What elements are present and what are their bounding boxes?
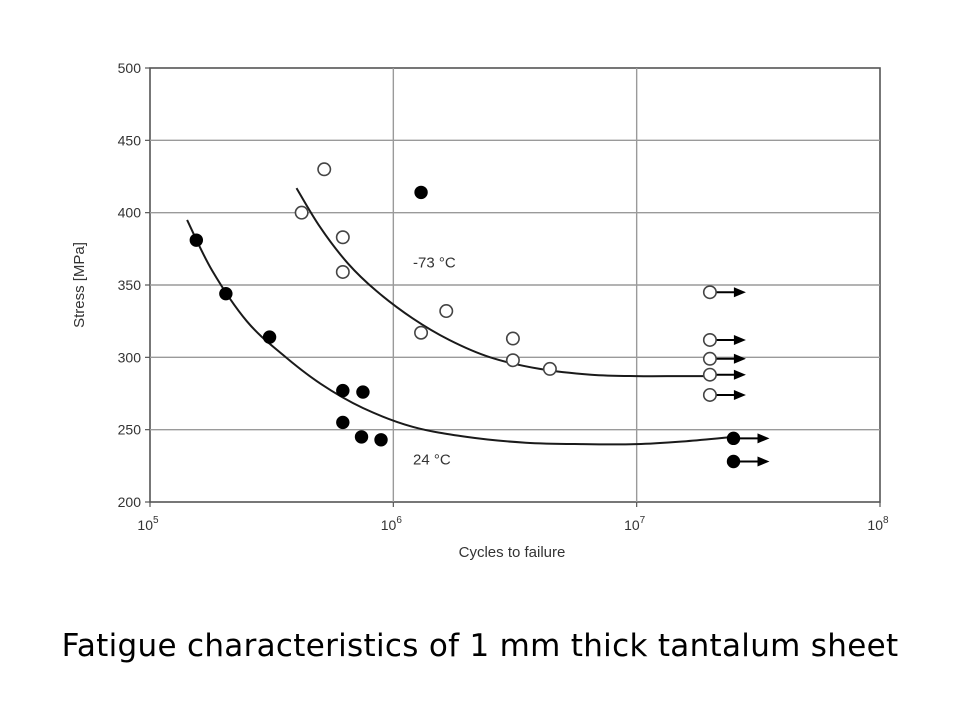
open-data-point — [317, 162, 332, 177]
runout-arrow-head — [733, 389, 746, 400]
y-tick-label: 250 — [118, 422, 142, 438]
runout-arrow-head — [733, 353, 746, 364]
runout-markers — [715, 287, 770, 467]
data-points — [189, 162, 741, 469]
trend-lines — [186, 187, 734, 446]
open-runout-point — [702, 351, 717, 366]
open-data-point — [335, 264, 350, 279]
filled-data-point — [374, 433, 388, 447]
open-data-point — [505, 331, 520, 346]
open-data-point — [414, 325, 429, 340]
y-tick-label: 400 — [118, 205, 142, 221]
runout-arrow-head — [733, 334, 746, 345]
open-data-point — [439, 304, 454, 319]
series-label-minus-73c: -73 °C — [413, 255, 456, 272]
x-tick-label: 107 — [624, 515, 646, 533]
trend-line-series-1 — [186, 219, 734, 446]
y-tick-label: 500 — [118, 60, 142, 76]
runout-arrow-head — [733, 287, 746, 298]
filled-data-point — [262, 330, 277, 344]
figure-caption: Fatigue characteristics of 1 mm thick ta… — [61, 628, 899, 664]
filled-data-point — [336, 415, 350, 430]
fatigue-chart: 200 250 300 350 400 450 500 105 106 107 108 Cycles… — [71, 60, 889, 561]
series-label-24c: 24 °C — [413, 451, 451, 468]
x-tick-label: 105 — [137, 515, 159, 533]
filled-runout-point — [726, 431, 741, 446]
filled-data-point — [356, 385, 370, 399]
runout-arrow-head — [757, 456, 770, 467]
y-axis-label: Stress [MPa] — [71, 242, 88, 328]
runout-arrow-head — [757, 433, 770, 444]
tick-labels: 200 250 300 350 400 450 500 105 106 107 108 — [118, 60, 889, 533]
filled-data-point — [414, 185, 428, 200]
filled-data-point — [336, 383, 350, 398]
y-tick-label: 200 — [118, 494, 142, 510]
open-data-point — [542, 361, 557, 376]
filled-data-point — [219, 286, 233, 301]
trend-line-series-0 — [295, 187, 710, 378]
runout-arrow-head — [733, 369, 746, 380]
open-runout-point — [702, 285, 717, 300]
x-axis-label: Cycles to failure — [459, 544, 566, 561]
open-runout-point — [702, 367, 717, 382]
open-runout-point — [702, 332, 717, 347]
filled-runout-point — [726, 454, 741, 469]
x-tick-label: 108 — [867, 515, 889, 533]
y-tick-label: 350 — [118, 277, 142, 293]
open-data-point — [335, 230, 350, 245]
filled-data-point — [189, 233, 204, 247]
open-data-point — [294, 205, 309, 220]
open-runout-point — [702, 387, 717, 402]
open-data-point — [505, 353, 520, 368]
x-tick-label: 106 — [381, 515, 403, 533]
y-tick-label: 300 — [118, 349, 142, 365]
filled-data-point — [354, 430, 369, 444]
grid — [145, 67, 881, 507]
y-tick-label: 450 — [118, 132, 142, 148]
